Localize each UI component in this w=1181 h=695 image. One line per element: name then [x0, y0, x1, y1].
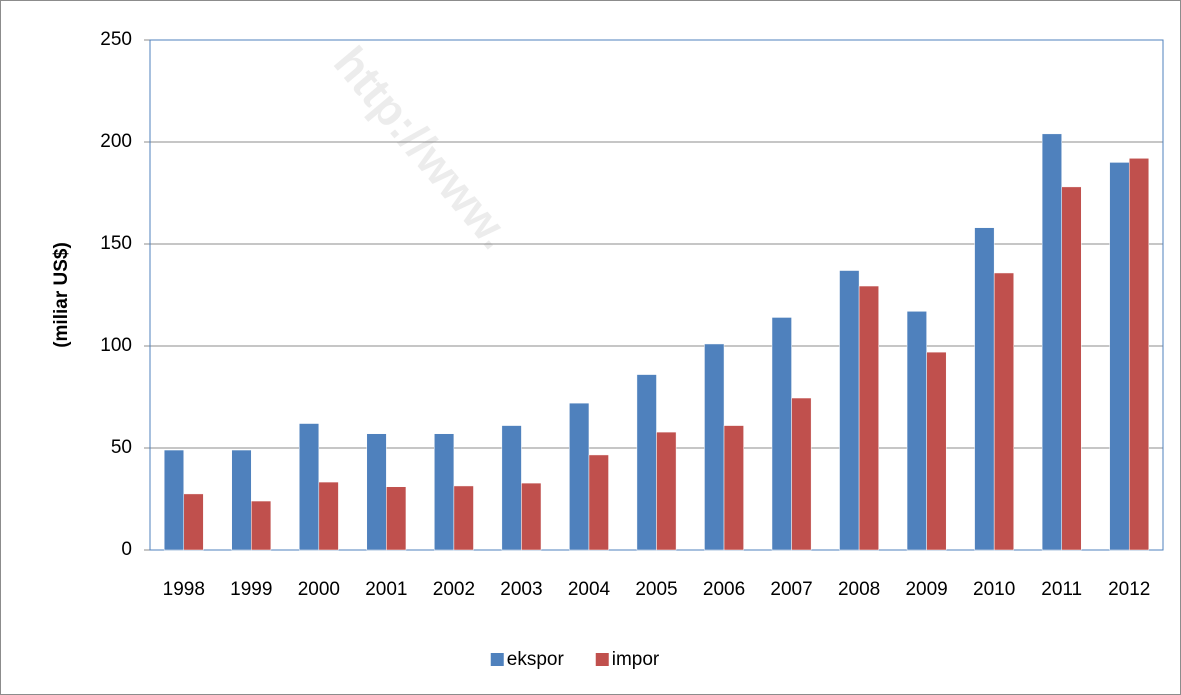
y-tick-label: 200 — [100, 131, 132, 152]
x-tick-label: 2007 — [770, 579, 812, 600]
y-axis-label: (miliar US$) — [51, 242, 72, 348]
bar — [791, 397, 812, 551]
bar — [1061, 186, 1082, 551]
x-tick-label: 2008 — [838, 579, 880, 600]
x-tick-label: 2001 — [365, 579, 407, 600]
bar — [771, 317, 792, 551]
bar — [636, 374, 657, 551]
bar — [704, 343, 725, 551]
x-tick-label: 2010 — [973, 579, 1015, 600]
bar — [434, 433, 455, 551]
bar — [366, 433, 387, 551]
x-tick-label: 2006 — [703, 579, 745, 600]
y-tick-label: 0 — [121, 539, 132, 560]
legend-label: impor — [612, 649, 660, 670]
bar — [588, 454, 609, 551]
x-tick-label: 2009 — [905, 579, 947, 600]
bar — [839, 270, 860, 551]
bar — [656, 431, 677, 551]
legend-label: ekspor — [507, 649, 565, 670]
y-tick-label: 250 — [100, 29, 132, 50]
bar — [521, 482, 542, 551]
bar — [298, 423, 320, 551]
legend-swatch — [595, 653, 609, 666]
x-tick-label: 2005 — [635, 579, 677, 600]
x-tick-label: 2002 — [433, 579, 475, 600]
bar — [386, 486, 407, 551]
bar — [318, 481, 339, 551]
x-tick-label: 2011 — [1041, 579, 1082, 600]
bar — [926, 351, 947, 551]
bar — [993, 272, 1015, 551]
x-tick-label: 2003 — [500, 579, 542, 600]
bar — [1128, 158, 1150, 551]
bar — [1109, 162, 1130, 551]
y-tick-label: 100 — [100, 335, 132, 356]
bar — [569, 402, 590, 551]
bar — [183, 493, 204, 551]
y-tick-label: 150 — [100, 233, 132, 254]
bar — [501, 425, 522, 551]
x-tick-label: 1998 — [163, 579, 205, 600]
bar — [974, 227, 995, 551]
y-tick-label: 50 — [111, 437, 132, 458]
bar — [231, 449, 252, 551]
bar — [906, 311, 927, 551]
bar — [858, 285, 879, 551]
legend-swatch — [490, 653, 504, 666]
x-tick-label: 2000 — [298, 579, 340, 600]
bar — [1041, 133, 1062, 551]
x-tick-label: 2012 — [1108, 579, 1150, 600]
bar — [723, 425, 744, 551]
bar — [251, 500, 272, 551]
x-tick-label: 1999 — [230, 579, 272, 600]
x-tick-label: 2004 — [568, 579, 611, 600]
bar — [163, 449, 185, 551]
bar — [453, 485, 474, 551]
